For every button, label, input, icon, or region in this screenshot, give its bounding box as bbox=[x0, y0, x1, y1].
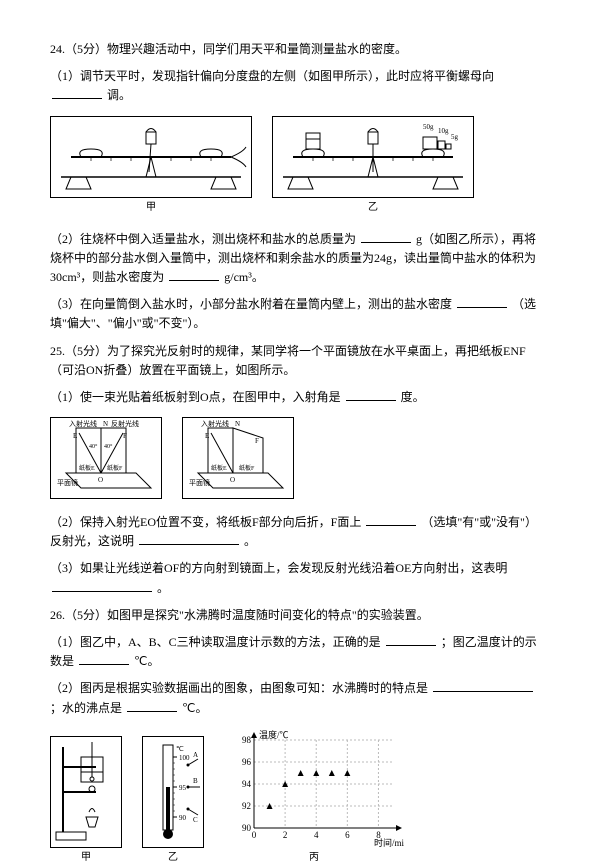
svg-text:温度/℃: 温度/℃ bbox=[259, 729, 289, 740]
svg-text:94: 94 bbox=[242, 779, 252, 789]
q24-step2-c: g/cm³。 bbox=[224, 270, 264, 284]
q24-step3: （3）在向量筒倒入盐水时，小部分盐水附着在量筒内壁上，测出的盐水密度 （选填"偏… bbox=[50, 295, 545, 333]
angle-40-1: 40° bbox=[89, 443, 98, 450]
svg-text:入射光线: 入射光线 bbox=[201, 419, 229, 428]
q25-blank2[interactable] bbox=[366, 513, 416, 526]
label-O: O bbox=[98, 476, 103, 484]
svg-text:E: E bbox=[205, 432, 209, 440]
svg-text:2: 2 bbox=[283, 830, 288, 840]
reflected-label: 反射光线 bbox=[111, 419, 139, 428]
weight-5g: 5g bbox=[451, 133, 459, 141]
svg-text:平面镜: 平面镜 bbox=[189, 478, 210, 487]
q25-blank3[interactable] bbox=[139, 532, 239, 545]
thermometer-figure: ℃ 100 95 90 A B C bbox=[142, 736, 204, 848]
q25-step1-b: 度。 bbox=[401, 390, 425, 404]
q24-blank3[interactable] bbox=[169, 268, 219, 281]
svg-text:0: 0 bbox=[252, 830, 257, 840]
q25-step3-b: 。 bbox=[157, 581, 169, 595]
boil-chart: 909294969802468温度/℃时间/min bbox=[224, 728, 404, 848]
svg-text:C: C bbox=[193, 816, 198, 824]
svg-text:纸板E: 纸板E bbox=[211, 464, 227, 472]
balance-right-figure: 50g 10g 5g bbox=[272, 116, 474, 198]
boil-caption: 甲 bbox=[81, 850, 91, 866]
q26-blank2[interactable] bbox=[79, 652, 129, 665]
q26-step2-c: ℃。 bbox=[182, 701, 207, 715]
normal-N: N bbox=[103, 420, 108, 428]
svg-text:92: 92 bbox=[242, 801, 251, 811]
q26-step2: （2）图丙是根据实验数据画出的图象，由图象可知：水沸腾时的特点是 ；水的沸点是 … bbox=[50, 679, 545, 717]
mirror-fig-b: 入射光线 N E F 纸板E 纸板F O 平面镜 bbox=[182, 417, 294, 499]
q24-intro: 24.（5分）物理兴趣活动中，同学们用天平和量筒测量盐水的密度。 bbox=[50, 40, 545, 59]
q25-figures: 入射光线 反射光线 N E F 40° 40° 纸板E 纸板F O 平面镜 入射… bbox=[50, 417, 545, 499]
q25-intro: 25.（5分）为了探究光反射时的规律，某同学将一个平面镜放在水平桌面上，再把纸板… bbox=[50, 342, 545, 380]
svg-text:95: 95 bbox=[179, 784, 187, 792]
q25-step3: （3）如果让光线逆着OF的方向射到镜面上，会发现反射光线沿着OE方向射出，这表明… bbox=[50, 559, 545, 597]
q24-blank1[interactable] bbox=[52, 86, 102, 99]
q24-step1-a: （1）调节天平时，发现指针偏向分度盘的左侧（如图甲所示），此时应将平衡螺母向 bbox=[50, 69, 494, 83]
balance-left-caption: 甲 bbox=[146, 200, 156, 216]
q24-figures: 甲 50g 10g 5g bbox=[50, 116, 545, 216]
balance-left-figure bbox=[50, 116, 252, 198]
q25-step1-a: （1）使一束光贴着纸板射到O点，在图甲中，入射角是 bbox=[50, 390, 341, 404]
q25-blank4[interactable] bbox=[52, 579, 152, 592]
label-E: E bbox=[73, 432, 77, 440]
label-F: F bbox=[123, 432, 127, 440]
svg-text:98: 98 bbox=[242, 735, 252, 745]
svg-text:96: 96 bbox=[242, 757, 252, 767]
svg-text:100: 100 bbox=[179, 754, 190, 762]
mirror-label: 平面镜 bbox=[57, 478, 78, 487]
q26-step1: （1）图乙中，A、B、C三种读取温度计示数的方法，正确的是 ；图乙温度计的示数是… bbox=[50, 633, 545, 671]
svg-text:A: A bbox=[193, 751, 198, 759]
angle-40-2: 40° bbox=[104, 443, 113, 450]
q26-step1-c: ℃。 bbox=[134, 654, 159, 668]
q24-step3-a: （3）在向量筒倒入盐水时，小部分盐水附着在量筒内壁上，测出的盐水密度 bbox=[50, 297, 452, 311]
chart-caption: 丙 bbox=[309, 850, 319, 866]
q26-step2-b: ；水的沸点是 bbox=[50, 701, 122, 715]
q24-step2-a: （2）往烧杯中倒入适量盐水，测出烧杯和盐水的总质量为 bbox=[50, 232, 356, 246]
q24-step1-b: 调。 bbox=[107, 88, 131, 102]
paper-f: 纸板F bbox=[107, 464, 123, 472]
svg-text:4: 4 bbox=[314, 830, 319, 840]
q26-step2-a: （2）图丙是根据实验数据画出的图象，由图象可知：水沸腾时的特点是 bbox=[50, 681, 428, 695]
q24-blank2[interactable] bbox=[361, 230, 411, 243]
q26-figures: 甲 ℃ 100 95 90 A B C bbox=[50, 728, 545, 866]
q25-step3-a: （3）如果让光线逆着OF的方向射到镜面上，会发现反射光线沿着OE方向射出，这表明 bbox=[50, 561, 507, 575]
q24-step2: （2）往烧杯中倒入适量盐水，测出烧杯和盐水的总质量为 g（如图乙所示），再将烧杯… bbox=[50, 230, 545, 288]
q26-intro: 26.（5分）如图甲是探究"水沸腾时温度随时间变化的特点"的实验装置。 bbox=[50, 606, 545, 625]
svg-text:90: 90 bbox=[179, 814, 187, 822]
q25-blank1[interactable] bbox=[346, 388, 396, 401]
q25-step2: （2）保持入射光EO位置不变，将纸板F部分向后折，F面上 （选填"有"或"没有"… bbox=[50, 513, 545, 551]
balance-right-caption: 乙 bbox=[368, 200, 378, 216]
svg-text:N: N bbox=[235, 420, 240, 428]
q24-blank4[interactable] bbox=[457, 295, 507, 308]
q26-blank3[interactable] bbox=[433, 679, 533, 692]
q26-step1-a: （1）图乙中，A、B、C三种读取温度计示数的方法，正确的是 bbox=[50, 635, 381, 649]
q25-step2-a: （2）保持入射光EO位置不变，将纸板F部分向后折，F面上 bbox=[50, 515, 361, 529]
q24-step1: （1）调节天平时，发现指针偏向分度盘的左侧（如图甲所示），此时应将平衡螺母向 调… bbox=[50, 67, 545, 105]
svg-text:O: O bbox=[230, 476, 235, 484]
paper-e: 纸板E bbox=[79, 464, 95, 472]
weight-50g: 50g bbox=[423, 123, 434, 131]
q25-step2-c: 。 bbox=[244, 534, 256, 548]
svg-text:℃: ℃ bbox=[176, 745, 184, 753]
weight-10g: 10g bbox=[438, 127, 449, 135]
svg-text:F: F bbox=[255, 437, 259, 445]
svg-text:6: 6 bbox=[345, 830, 350, 840]
mirror-fig-a: 入射光线 反射光线 N E F 40° 40° 纸板E 纸板F O 平面镜 bbox=[50, 417, 162, 499]
incident-label: 入射光线 bbox=[69, 419, 97, 428]
svg-text:90: 90 bbox=[242, 823, 252, 833]
svg-text:B: B bbox=[193, 777, 198, 785]
therm-caption: 乙 bbox=[168, 850, 178, 866]
svg-text:时间/min: 时间/min bbox=[374, 837, 404, 848]
q26-blank4[interactable] bbox=[127, 699, 177, 712]
svg-text:纸板F: 纸板F bbox=[239, 464, 255, 472]
q26-blank1[interactable] bbox=[386, 633, 436, 646]
q25-step1: （1）使一束光贴着纸板射到O点，在图甲中，入射角是 度。 bbox=[50, 388, 545, 407]
boil-setup-figure bbox=[50, 736, 122, 848]
